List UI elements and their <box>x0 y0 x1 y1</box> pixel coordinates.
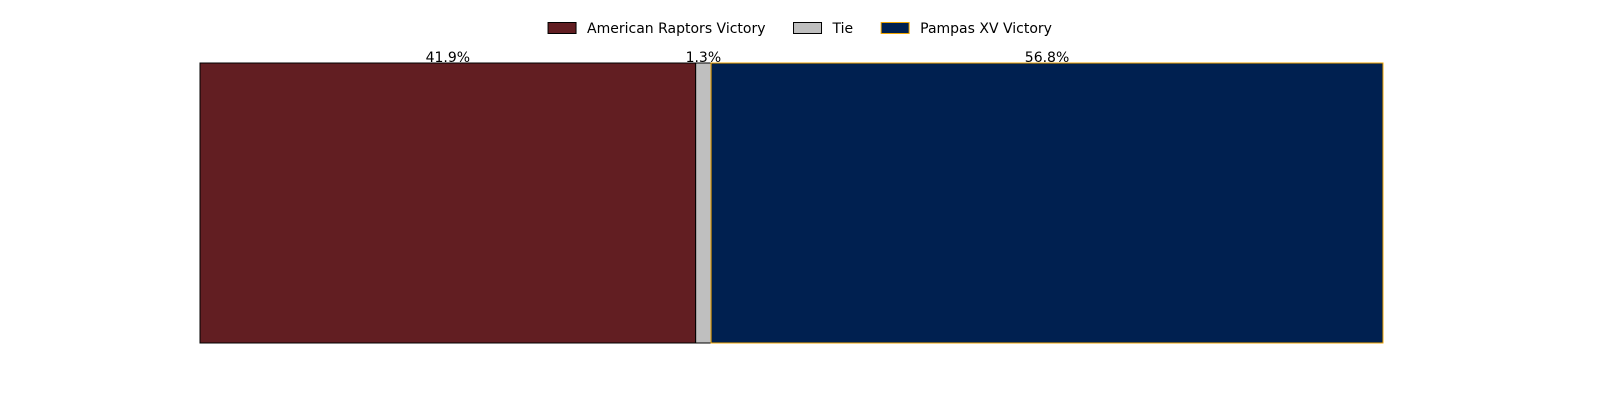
data-label-tie: 1.3% <box>686 50 722 66</box>
data-label-pampas-xv-victory: 56.8% <box>1025 50 1069 66</box>
legend-label-american-raptors-victory: American Raptors Victory <box>587 21 765 37</box>
bar-pampas-xv-victory <box>710 62 1384 344</box>
legend-swatch-american-raptors-victory <box>547 22 577 34</box>
bar-american-raptors-victory <box>199 62 697 344</box>
legend-swatch-pampas-xv-victory <box>880 22 910 34</box>
legend: American Raptors Victory Tie Pampas XV Vic… <box>547 21 1052 37</box>
bars <box>199 62 1384 344</box>
legend-label-pampas-xv-victory: Pampas XV Victory <box>920 21 1052 37</box>
legend-label-tie: Tie <box>832 21 854 37</box>
legend-swatch-tie <box>793 22 823 34</box>
data-labels: 41.9% 1.3% 56.8% <box>426 50 1070 66</box>
bar-tie <box>695 62 712 344</box>
data-label-american-raptors-victory: 41.9% <box>426 50 470 66</box>
